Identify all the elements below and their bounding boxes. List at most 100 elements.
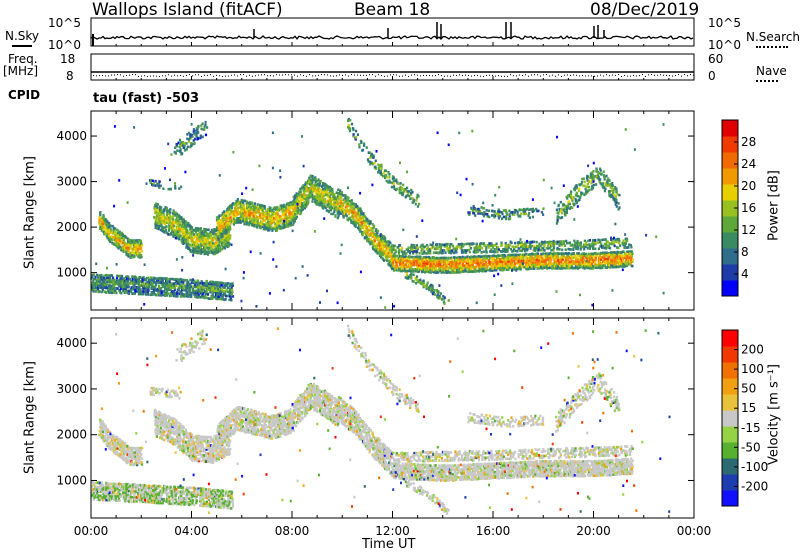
echo-cell bbox=[603, 257, 606, 261]
nave-dot bbox=[543, 74, 544, 76]
echo-cell bbox=[586, 262, 589, 266]
echo-cell bbox=[379, 240, 382, 243]
echo-cell bbox=[225, 238, 228, 241]
echo-cell bbox=[140, 250, 143, 253]
echo-cell bbox=[267, 214, 270, 217]
echo-cell bbox=[161, 217, 164, 221]
echo-cell bbox=[458, 262, 461, 265]
echo-cell bbox=[187, 282, 190, 286]
echo-cell bbox=[92, 273, 96, 277]
echo-cell bbox=[335, 191, 338, 194]
echo-cell bbox=[537, 254, 540, 258]
echo-cell bbox=[490, 248, 493, 252]
nave-dot bbox=[642, 74, 643, 76]
echo-cell bbox=[98, 218, 101, 221]
echo-cell bbox=[402, 261, 405, 264]
nave-dot bbox=[234, 74, 235, 76]
echo-cell bbox=[538, 260, 541, 264]
echo-cell bbox=[388, 251, 391, 254]
echo-cell bbox=[257, 221, 261, 225]
echo-cell bbox=[493, 268, 496, 272]
echo-cell bbox=[192, 247, 195, 250]
echo-cell bbox=[269, 206, 272, 210]
echo-cell bbox=[503, 264, 506, 268]
echo-cell bbox=[92, 277, 95, 281]
echo-cell bbox=[128, 243, 131, 246]
echo-cell bbox=[621, 261, 624, 264]
echo-cell bbox=[487, 254, 491, 258]
echo-cell bbox=[110, 231, 113, 234]
echo-cell bbox=[166, 281, 169, 285]
nave-dot bbox=[588, 75, 589, 77]
echo-cell bbox=[583, 265, 586, 268]
echo-cell bbox=[197, 243, 200, 247]
echo-cell bbox=[334, 196, 337, 200]
echo-cell bbox=[305, 189, 308, 193]
echo-cell bbox=[305, 203, 308, 207]
echo-cell bbox=[605, 266, 608, 269]
echo-cell bbox=[400, 257, 403, 260]
echo-cell bbox=[442, 263, 445, 266]
echo-cell bbox=[92, 287, 95, 291]
echo-cell bbox=[225, 288, 228, 292]
echo-cell bbox=[140, 254, 143, 257]
echo-cell bbox=[187, 240, 190, 243]
echo-cell bbox=[117, 239, 120, 243]
echo-cell bbox=[552, 254, 555, 258]
echo-cell bbox=[239, 205, 242, 208]
echo-cell bbox=[309, 190, 312, 194]
echo-cell bbox=[179, 290, 182, 293]
echo-cell bbox=[500, 250, 503, 253]
echo-cell bbox=[134, 243, 137, 247]
echo-cell bbox=[179, 286, 182, 290]
nave-dot bbox=[447, 75, 448, 77]
echo-cell bbox=[390, 250, 393, 254]
echo-cell bbox=[550, 258, 553, 262]
echo-cell bbox=[563, 252, 566, 256]
nave-dot bbox=[465, 74, 466, 76]
echo-cell bbox=[490, 250, 493, 254]
beam-title: Beam 18 bbox=[354, 0, 431, 20]
echo-cell bbox=[474, 255, 477, 259]
echo-cell bbox=[471, 255, 474, 259]
echo-cell bbox=[630, 254, 634, 258]
echo-cell bbox=[507, 260, 510, 263]
echo-cell bbox=[125, 287, 128, 291]
echo-cell bbox=[438, 267, 442, 270]
echo-cell bbox=[243, 205, 246, 209]
echo-cell bbox=[551, 256, 554, 260]
echo-cell bbox=[465, 251, 468, 254]
echo-cell bbox=[605, 261, 608, 265]
echo-cell bbox=[120, 281, 123, 284]
echo-cell bbox=[127, 238, 130, 242]
echo-cell bbox=[309, 195, 312, 198]
echo-cell bbox=[457, 260, 460, 263]
echo-cell bbox=[629, 252, 632, 255]
echo-cell bbox=[593, 258, 596, 261]
echo-cell bbox=[434, 256, 437, 260]
echo-cell bbox=[140, 255, 143, 259]
echo-cell bbox=[364, 231, 367, 234]
echo-cell bbox=[252, 214, 255, 218]
echo-cell bbox=[439, 249, 442, 252]
echo-cell bbox=[503, 268, 506, 271]
echo-cell bbox=[116, 245, 119, 249]
echo-cell bbox=[179, 223, 182, 227]
echo-cell bbox=[629, 258, 632, 262]
echo-cell bbox=[186, 228, 189, 232]
echo-cell bbox=[224, 289, 228, 293]
echo-cell bbox=[519, 263, 522, 267]
echo-cell bbox=[168, 214, 172, 217]
echo-cell bbox=[418, 258, 421, 261]
echo-cell bbox=[100, 273, 103, 277]
echo-cell bbox=[193, 285, 196, 289]
echo-cell bbox=[494, 263, 497, 266]
echo-cell bbox=[285, 209, 288, 212]
echo-cell bbox=[329, 196, 332, 200]
echo-cell bbox=[326, 203, 329, 206]
nave-dot bbox=[684, 74, 685, 76]
echo-cell bbox=[122, 233, 125, 237]
echo-cell bbox=[436, 257, 439, 260]
nave-legend-dots bbox=[756, 80, 778, 82]
echo-cell bbox=[630, 250, 633, 253]
